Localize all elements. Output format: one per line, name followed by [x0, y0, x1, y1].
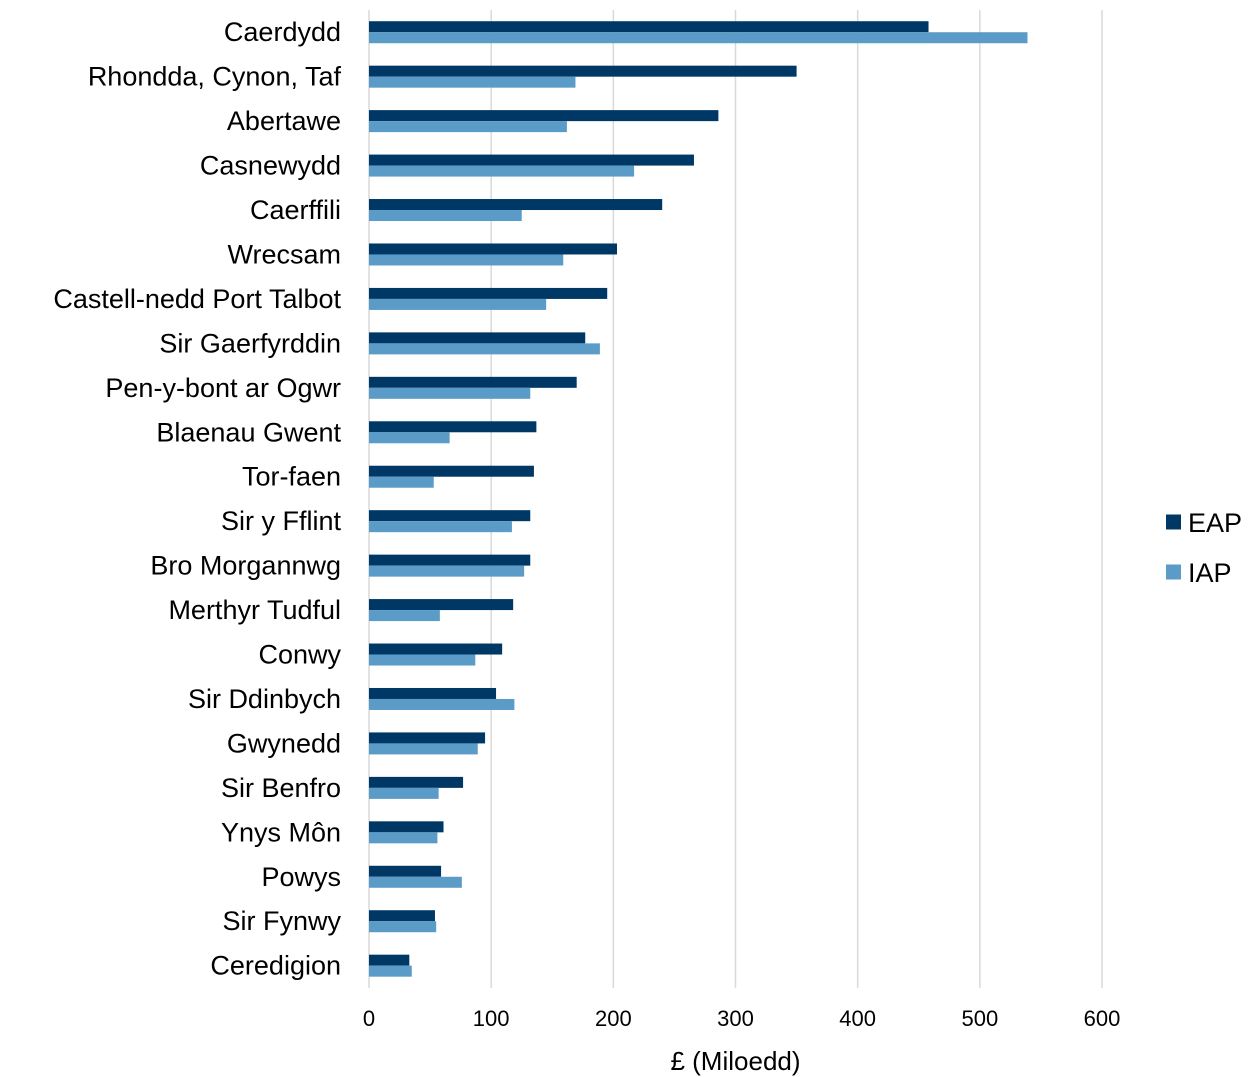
bar-eap-16 [369, 732, 486, 744]
bar-iap-15 [369, 698, 515, 710]
bar-iap-20 [369, 921, 437, 933]
legend-label-iap: IAP [1188, 558, 1232, 588]
x-axis-title: £ (Miloedd) [670, 1046, 800, 1076]
x-tick-label-100: 100 [473, 1006, 510, 1031]
bar-eap-1 [369, 65, 797, 77]
bar-iap-2 [369, 121, 567, 133]
category-label: Merthyr Tudful [168, 595, 341, 625]
legend-swatch-iap [1166, 564, 1181, 580]
bar-eap-20 [369, 910, 435, 922]
category-label: Sir Ddinbych [188, 684, 341, 714]
bar-eap-12 [369, 554, 531, 566]
bar-eap-8 [369, 376, 577, 388]
bar-iap-12 [369, 565, 525, 577]
bar-iap-7 [369, 343, 600, 355]
legend-label-eap: EAP [1188, 508, 1242, 538]
category-label: Caerffili [250, 195, 341, 225]
category-label: Abertawe [227, 106, 341, 136]
bar-iap-21 [369, 965, 412, 977]
category-label: Sir Fynwy [222, 906, 341, 936]
bar-iap-16 [369, 743, 478, 755]
bar-iap-8 [369, 387, 531, 399]
category-label: Bro Morgannwg [150, 551, 341, 581]
category-label: Pen-y-bont ar Ogwr [105, 373, 341, 403]
x-tick-label-500: 500 [961, 1006, 998, 1031]
legend: EAP IAP [1166, 508, 1242, 588]
bar-iap-19 [369, 876, 462, 888]
bar-iap-11 [369, 521, 512, 533]
bar-eap-17 [369, 776, 464, 788]
bar-eap-0 [369, 21, 929, 33]
bar-iap-13 [369, 610, 440, 622]
category-label: Gwynedd [227, 728, 341, 758]
category-labels: Caerdydd Rhondda, Cynon, Taf Abertawe Casne… [53, 17, 341, 980]
bar-eap-5 [369, 243, 617, 255]
category-label: Ynys Môn [221, 817, 341, 847]
category-label: Sir y Fflint [221, 506, 342, 536]
x-tick-label-400: 400 [839, 1006, 876, 1031]
bar-iap-14 [369, 654, 476, 666]
bar-eap-7 [369, 332, 586, 344]
bar-iap-17 [369, 787, 439, 799]
bar-eap-11 [369, 510, 531, 522]
category-label: Tor-faen [242, 462, 341, 492]
bar-eap-6 [369, 287, 608, 299]
category-label: Ceredigion [210, 951, 341, 981]
bar-eap-2 [369, 110, 719, 122]
bar-iap-3 [369, 165, 635, 177]
bar-iap-6 [369, 298, 547, 310]
bar-eap-9 [369, 421, 537, 433]
category-label: Wrecsam [227, 239, 341, 269]
x-tick-labels: 0 100 200 300 400 500 600 [363, 1006, 1120, 1031]
bar-eap-3 [369, 154, 694, 166]
bar-iap-1 [369, 76, 576, 88]
bar-eap-18 [369, 821, 444, 833]
x-tick-label-300: 300 [717, 1006, 754, 1031]
category-label: Powys [261, 862, 341, 892]
category-label: Rhondda, Cynon, Taf [88, 62, 342, 92]
category-label: Casnewydd [200, 151, 341, 181]
bar-eap-19 [369, 865, 442, 877]
category-label: Conwy [258, 640, 341, 670]
bar-eap-15 [369, 687, 497, 699]
x-tick-label-0: 0 [363, 1006, 375, 1031]
category-label: Castell-nedd Port Talbot [53, 284, 341, 314]
category-label: Blaenau Gwent [156, 417, 341, 447]
bar-iap-5 [369, 254, 564, 266]
bar-eap-14 [369, 643, 503, 655]
category-label: Sir Gaerfyrddin [159, 328, 341, 358]
bar-eap-10 [369, 465, 534, 477]
bars [369, 21, 1028, 977]
category-label: Sir Benfro [221, 773, 341, 803]
bar-eap-4 [369, 199, 663, 211]
bar-iap-10 [369, 476, 434, 488]
legend-swatch-eap [1166, 514, 1181, 530]
bar-eap-13 [369, 599, 514, 611]
bar-iap-9 [369, 432, 450, 444]
x-tick-label-200: 200 [595, 1006, 632, 1031]
category-label: Caerdydd [224, 17, 341, 47]
bar-iap-0 [369, 32, 1028, 44]
bar-iap-18 [369, 832, 438, 844]
x-tick-label-600: 600 [1084, 1006, 1121, 1031]
bar-eap-21 [369, 954, 410, 966]
bar-iap-4 [369, 210, 522, 222]
